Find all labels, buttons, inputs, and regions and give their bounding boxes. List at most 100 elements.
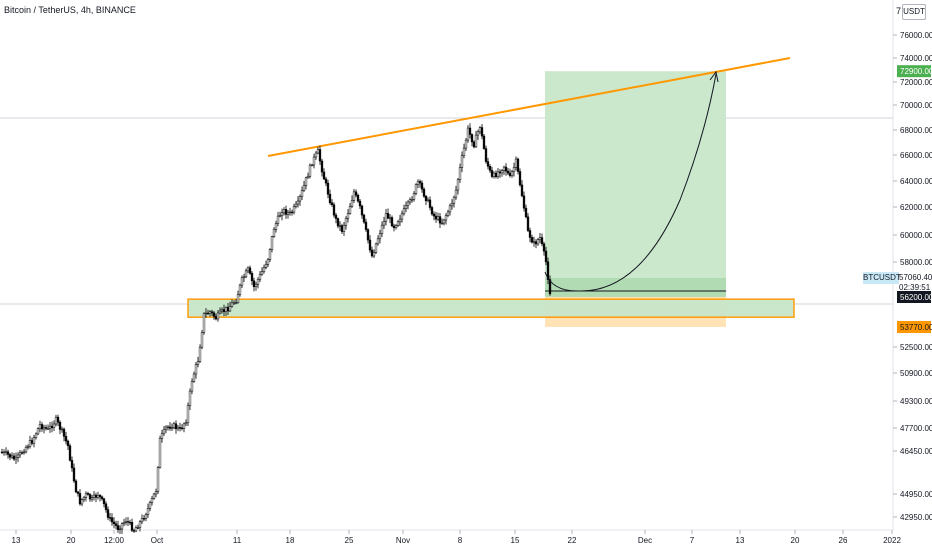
y-tick-label: 42950.00: [900, 513, 932, 522]
candle-body: [474, 134, 478, 148]
candle-body: [484, 148, 488, 162]
candle-body: [456, 179, 460, 191]
candle-body: [92, 494, 96, 498]
candle-body: [388, 217, 392, 219]
candle-body: [74, 480, 78, 493]
x-tick-label: 26: [839, 536, 848, 545]
candle-body: [204, 312, 208, 315]
candle-body: [76, 491, 80, 494]
candle-body: [314, 152, 318, 158]
candle-body: [194, 364, 198, 375]
currency-prefix: 7: [896, 6, 902, 16]
candle-body: [322, 171, 326, 180]
candle-body: [30, 440, 34, 444]
y-tick-label: 64000.00: [900, 177, 932, 186]
candle-body: [148, 502, 152, 509]
candle-body: [290, 211, 294, 214]
candle-body: [172, 423, 176, 428]
x-tick-label: 13: [12, 536, 21, 545]
candle-body: [536, 239, 540, 245]
candle-body: [246, 267, 250, 272]
candle-body: [294, 203, 298, 207]
candle-body: [240, 277, 244, 286]
candle-body: [508, 172, 512, 176]
candle-body: [532, 241, 536, 243]
x-tick-label: Dec: [638, 536, 652, 545]
candle-body: [412, 193, 416, 200]
candle-body: [18, 452, 22, 456]
candle-body: [184, 422, 188, 425]
candle-body: [114, 523, 118, 526]
candle-body: [386, 213, 390, 219]
candle-body: [66, 440, 70, 447]
y-tick-label: 70000.00: [900, 101, 932, 110]
candle-body: [286, 212, 290, 215]
target-price-badge-bg: [897, 65, 931, 78]
candle-body: [268, 249, 272, 260]
candle-body: [130, 522, 134, 531]
candle-body: [90, 497, 94, 500]
candle-body: [452, 196, 456, 204]
symbol-title[interactable]: Bitcoin / TetherUS, 4h, BINANCE: [4, 5, 136, 15]
candle-body: [180, 427, 184, 430]
candle-body: [138, 521, 142, 529]
candle-body: [156, 467, 160, 492]
candle-body: [434, 215, 438, 220]
candle-body: [330, 202, 334, 205]
x-tick-label: 20: [791, 536, 800, 545]
candle-body: [482, 135, 486, 149]
candle-body: [190, 381, 194, 392]
candle-body: [356, 194, 360, 202]
candle-body: [430, 207, 434, 215]
candle-body: [340, 225, 344, 232]
candle-body: [98, 495, 102, 498]
candle-body: [122, 522, 126, 524]
candle-body: [132, 530, 136, 532]
candle-body: [374, 243, 378, 253]
candle-body: [366, 229, 370, 241]
candle-body: [320, 160, 324, 173]
candle-body: [398, 218, 402, 223]
candle-body: [154, 491, 158, 495]
candle-body: [188, 390, 192, 406]
candle-body: [390, 217, 394, 227]
candle-body: [300, 190, 304, 197]
stop-price-badge: 53770.00: [900, 323, 932, 332]
candle-body: [368, 239, 372, 251]
projected-arrowhead: [709, 70, 719, 83]
candle-body: [442, 219, 446, 224]
candle-body: [210, 311, 214, 314]
candle-body: [506, 170, 510, 174]
stop-price-badge-bg: [897, 321, 931, 333]
candle-body: [46, 428, 50, 430]
candle-body: [40, 424, 44, 430]
y-tick-label: 66000.00: [900, 151, 932, 160]
candle-body: [6, 451, 10, 455]
candle-body: [44, 427, 48, 429]
candle-body: [472, 141, 476, 148]
candle-body: [232, 302, 236, 304]
candle-body: [238, 284, 242, 295]
candle-group: [0, 123, 552, 535]
candle-body: [142, 518, 146, 520]
candle-body: [12, 455, 16, 460]
currency-badge[interactable]: USDT: [902, 4, 926, 20]
current-price-badge-bg: [897, 291, 931, 303]
candle-body: [108, 517, 112, 519]
candle-body: [250, 273, 254, 282]
candle-body: [42, 427, 46, 430]
candle-body: [364, 221, 368, 230]
candle-body: [88, 494, 92, 500]
candle-body: [422, 188, 426, 197]
candle-body: [354, 191, 358, 196]
candle-body: [152, 493, 156, 499]
candle-body: [216, 312, 220, 320]
y-tick-label: 72000.00: [900, 78, 932, 87]
candle-body: [546, 261, 550, 280]
candle-body: [150, 498, 154, 503]
candle-body: [120, 523, 124, 530]
candle-body: [460, 155, 464, 168]
candle-body: [490, 170, 494, 177]
